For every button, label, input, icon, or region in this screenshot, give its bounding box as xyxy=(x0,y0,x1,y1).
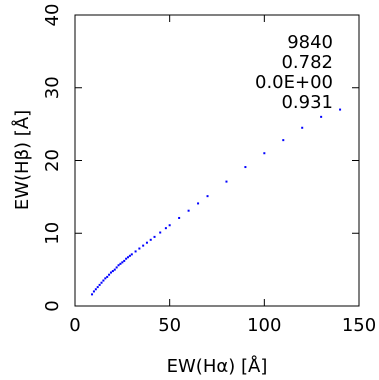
data-point xyxy=(91,293,94,296)
data-point xyxy=(106,275,109,278)
y-tick-label: 40 xyxy=(42,4,63,27)
y-tick-label: 0 xyxy=(42,300,63,311)
y-axis-ticks xyxy=(75,14,359,307)
data-point xyxy=(197,202,200,205)
stat-coefficient: 0.782 xyxy=(281,52,333,73)
data-point xyxy=(301,126,304,129)
x-tick-label: 0 xyxy=(69,315,80,336)
data-point xyxy=(145,241,148,244)
stat-probability: 0.0E+00 xyxy=(255,72,333,93)
data-point xyxy=(108,273,111,276)
data-point xyxy=(225,180,228,183)
x-tick-label: 100 xyxy=(247,315,281,336)
data-point xyxy=(92,290,95,293)
data-point xyxy=(159,231,162,234)
data-point xyxy=(109,271,112,274)
data-point xyxy=(149,238,152,241)
data-point xyxy=(119,262,122,265)
data-point xyxy=(102,279,105,282)
data-point xyxy=(96,286,99,289)
data-point xyxy=(339,108,342,111)
data-point xyxy=(263,152,266,155)
y-tick-label: 20 xyxy=(42,149,63,172)
data-point xyxy=(320,115,323,118)
data-points xyxy=(91,108,342,296)
data-point xyxy=(153,235,156,238)
data-point xyxy=(178,216,181,219)
data-point xyxy=(168,224,171,227)
x-axis-ticks xyxy=(74,15,360,306)
y-axis-title: EW(Hβ) [Å] xyxy=(11,110,33,210)
data-point xyxy=(104,277,107,280)
data-point xyxy=(123,259,126,262)
data-point xyxy=(244,166,247,169)
stat-count: 9840 xyxy=(287,32,333,53)
data-point xyxy=(94,288,97,291)
data-point xyxy=(100,281,103,284)
data-point xyxy=(130,253,133,256)
data-point xyxy=(138,247,141,250)
data-point xyxy=(206,195,209,198)
data-point xyxy=(111,270,114,273)
data-point xyxy=(115,266,118,269)
data-point xyxy=(98,283,101,286)
data-point xyxy=(187,209,190,212)
y-tick-label: 10 xyxy=(42,222,63,245)
data-point xyxy=(125,257,128,260)
data-point xyxy=(127,256,130,259)
x-axis-title: EW(Hα) [Å] xyxy=(167,355,268,377)
data-point xyxy=(164,227,167,230)
data-point xyxy=(142,244,145,247)
x-tick-label: 50 xyxy=(158,315,181,336)
data-point xyxy=(121,261,124,264)
data-point xyxy=(282,139,285,142)
stat-correlation: 0.931 xyxy=(281,92,333,113)
y-tick-label: 30 xyxy=(42,76,63,99)
data-point xyxy=(128,254,131,257)
data-point xyxy=(113,268,116,271)
data-point xyxy=(117,264,120,267)
x-tick-label: 150 xyxy=(342,315,376,336)
data-point xyxy=(134,250,137,253)
